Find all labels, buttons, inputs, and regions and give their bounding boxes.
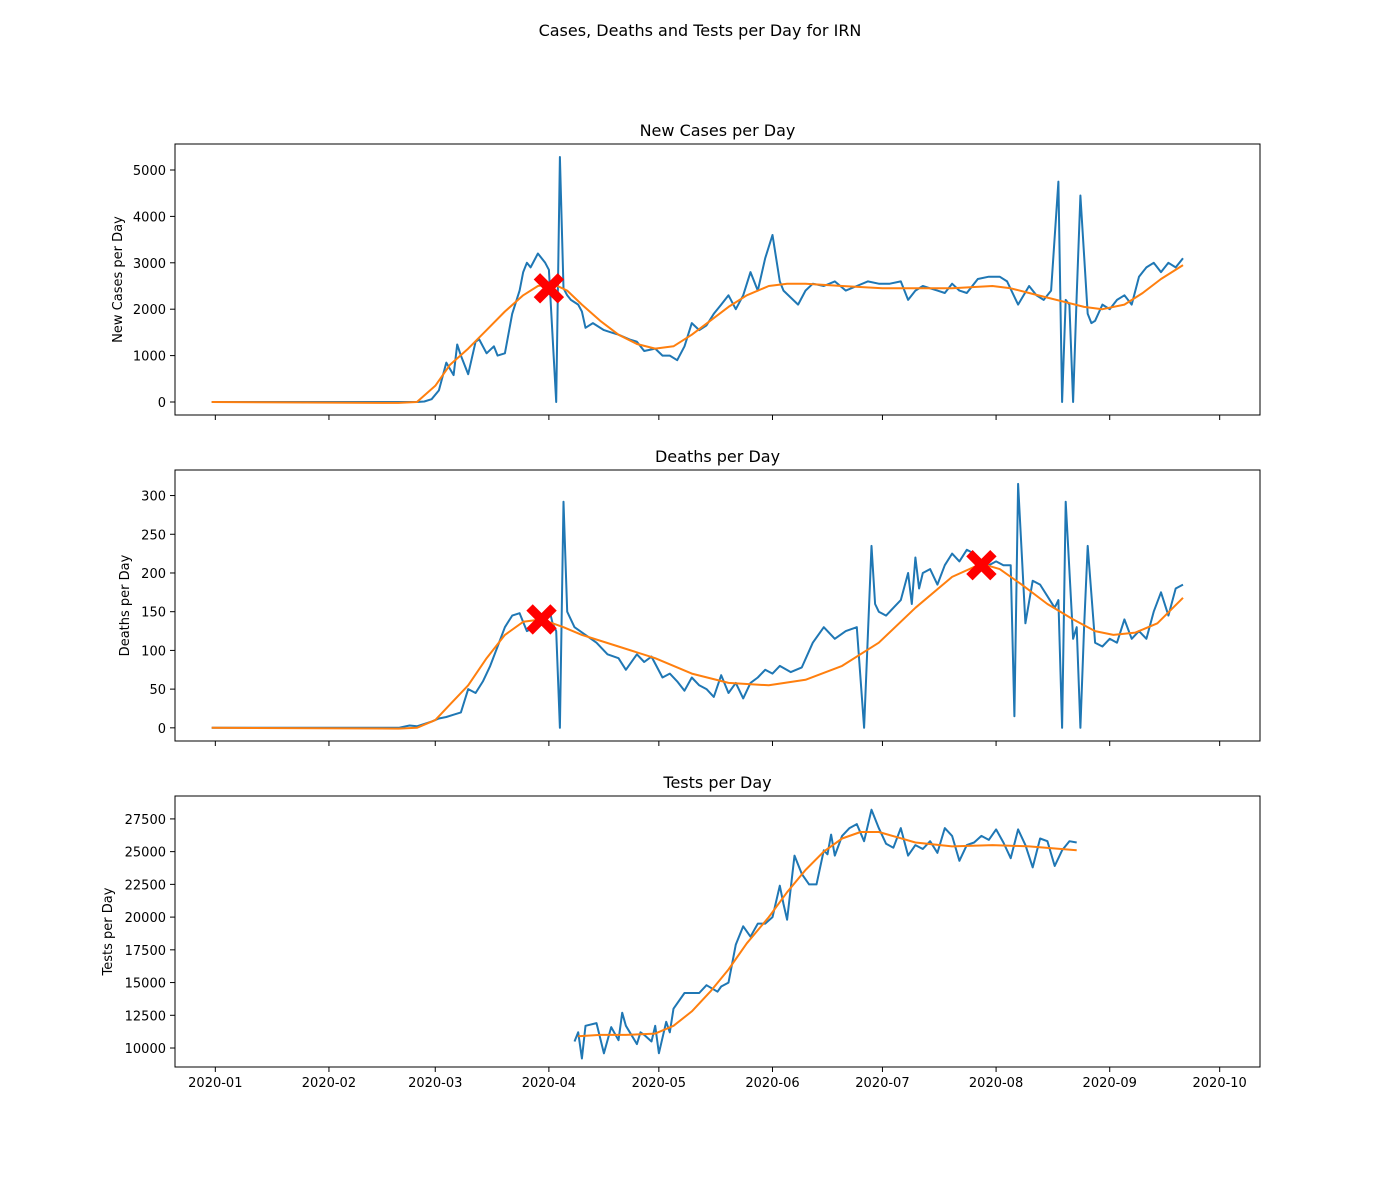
deaths-panel: Deaths per Day Deaths per Day 0 50 100 150 2…	[118, 447, 1261, 746]
deaths-y-axis-label: Deaths per Day	[118, 554, 133, 656]
x-tick-label: 2020-08	[969, 1076, 1023, 1091]
x-tick-label: 2020-03	[408, 1076, 462, 1091]
y-tick-label: 0	[158, 396, 166, 411]
axes-frame	[174, 143, 1261, 416]
y-tick-label: 300	[141, 490, 166, 505]
x-tick-label: 2020-07	[855, 1076, 909, 1091]
y-tick-label: 4000	[133, 210, 166, 225]
smoothed-series-line	[211, 562, 1184, 730]
axes-frame	[174, 795, 1261, 1068]
x-tick-label: 2020-04	[522, 1076, 576, 1091]
x-tick-label: 2020-02	[302, 1076, 356, 1091]
deaths-panel-title: Deaths per Day	[655, 447, 780, 466]
y-tick-label: 250	[141, 528, 166, 543]
y-tick-label: 1000	[133, 350, 166, 365]
y-tick-label: 15000	[125, 977, 166, 992]
cases-panel-title: New Cases per Day	[640, 121, 796, 140]
raw-series-line	[573, 808, 1077, 1060]
y-tick-label: 3000	[133, 257, 166, 272]
peak-marker	[526, 604, 557, 635]
tests-panel-title: Tests per Day	[662, 773, 771, 792]
cases-panel: New Cases per Day New Cases per Day 0 100…	[111, 121, 1261, 420]
y-tick-label: 10000	[125, 1042, 166, 1057]
x-tick-label: 2020-10	[1193, 1076, 1247, 1091]
tests-y-axis-label: Tests per Day	[101, 887, 116, 976]
peak-marker	[533, 273, 565, 304]
cases-y-axis-label: New Cases per Day	[111, 216, 126, 343]
axes-frame	[174, 469, 1261, 742]
y-tick-label: 100	[141, 644, 166, 659]
y-tick-label: 50	[149, 683, 166, 698]
raw-series-line	[211, 482, 1184, 729]
y-tick-label: 27500	[125, 813, 166, 828]
raw-series-line	[211, 156, 1184, 403]
y-tick-label: 0	[158, 722, 166, 737]
y-tick-label: 5000	[133, 164, 166, 179]
tests-panel: Tests per Day Tests per Day 10000 12500 15…	[101, 773, 1261, 1091]
x-tick-label: 2020-09	[1083, 1076, 1137, 1091]
smoothed-series-line	[211, 264, 1184, 404]
peak-marker	[966, 550, 997, 581]
cases-plot-area: 0 1000 2000 3000 4000 5000	[133, 143, 1261, 420]
smoothed-series-line	[578, 831, 1077, 1038]
x-tick-label: 2020-05	[632, 1076, 686, 1091]
y-tick-label: 150	[141, 606, 166, 621]
figure-title: Cases, Deaths and Tests per Day for IRN	[539, 21, 862, 40]
y-tick-label: 2000	[133, 303, 166, 318]
deaths-plot-area: 0 50 100 150 200 250 300	[141, 469, 1261, 746]
y-tick-label: 25000	[125, 846, 166, 861]
y-tick-label: 200	[141, 567, 166, 582]
tests-plot-area: 10000 12500 15000 17500 20000 22500 25000 27500…	[125, 795, 1261, 1091]
y-tick-label: 12500	[125, 1009, 166, 1024]
y-tick-label: 17500	[125, 944, 166, 959]
y-tick-label: 22500	[125, 878, 166, 893]
x-tick-label: 2020-06	[745, 1076, 799, 1091]
y-tick-label: 20000	[125, 911, 166, 926]
x-tick-label: 2020-01	[188, 1076, 242, 1091]
